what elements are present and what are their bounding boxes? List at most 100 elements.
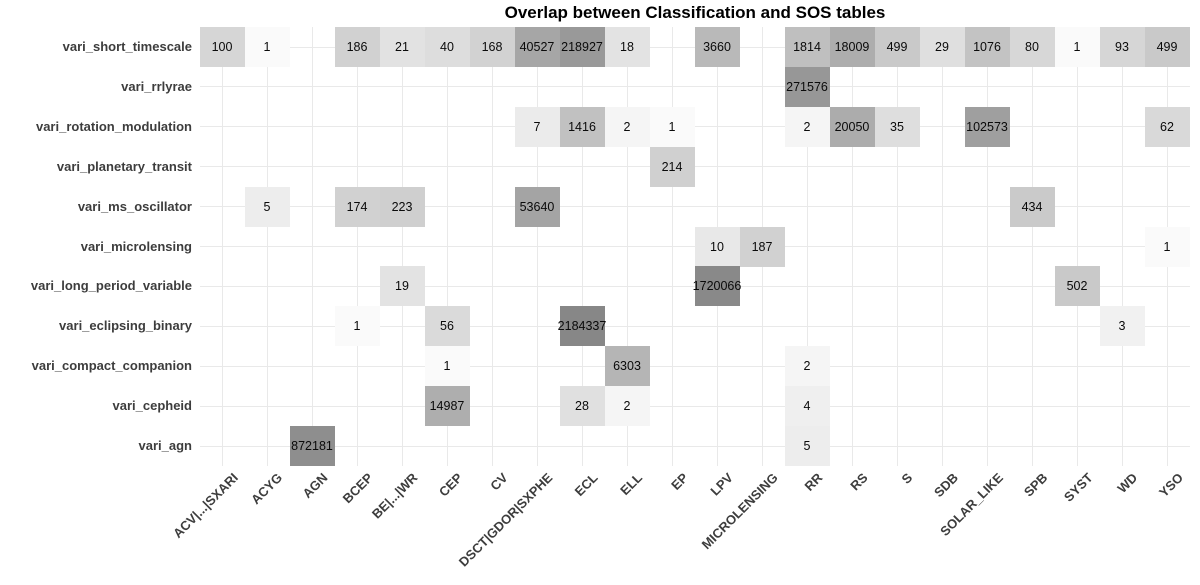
y-axis-label: vari_short_timescale bbox=[62, 39, 192, 54]
heatmap-cell: 218927 bbox=[559, 27, 605, 67]
heatmap-cell: 1720066 bbox=[692, 266, 742, 307]
cell-value: 1 bbox=[1073, 40, 1081, 54]
cell-value: 35 bbox=[890, 119, 904, 134]
cell-value: 6303 bbox=[613, 359, 641, 374]
cell-value: 2 bbox=[623, 119, 631, 134]
grid-line-horizontal bbox=[199, 126, 1190, 128]
heatmap-cell: 6303 bbox=[604, 346, 650, 387]
cell-value: 100 bbox=[211, 40, 233, 54]
x-axis-label: YSO bbox=[1155, 470, 1186, 501]
heatmap-cell: 19 bbox=[379, 266, 425, 307]
cell-value: 102573 bbox=[966, 119, 1008, 134]
heatmap-cell: 1076 bbox=[964, 27, 1010, 67]
x-axis-label: SPB bbox=[1021, 470, 1051, 500]
cell-value: 1 bbox=[263, 40, 271, 54]
x-axis-label: EP bbox=[667, 470, 691, 493]
cell-value: 14987 bbox=[429, 399, 465, 414]
cell-value: 53640 bbox=[519, 199, 555, 214]
x-axis-label: SDB bbox=[930, 470, 961, 501]
heatmap-cell: 2 bbox=[784, 106, 830, 147]
y-axis-label: vari_planetary_transit bbox=[56, 158, 192, 174]
x-axis-label: MICROLENSING bbox=[698, 470, 781, 553]
cell-value: 1 bbox=[1163, 239, 1171, 254]
x-axis-label: ELL bbox=[617, 470, 646, 498]
x-axis-label: LPV bbox=[707, 470, 736, 499]
x-axis-label: CV bbox=[487, 470, 511, 494]
x-axis-label: SYST bbox=[1060, 470, 1096, 505]
heatmap-cell: 18009 bbox=[829, 27, 875, 67]
heatmap-cell: 80 bbox=[1009, 27, 1055, 67]
cell-value: 2 bbox=[803, 119, 811, 134]
cell-value: 80 bbox=[1025, 40, 1039, 54]
cell-value: 502 bbox=[1066, 279, 1088, 294]
cell-value: 62 bbox=[1160, 119, 1174, 134]
heatmap-cell: 1 bbox=[334, 306, 380, 347]
y-axis-label: vari_agn bbox=[138, 438, 192, 453]
y-axis-label: vari_compact_companion bbox=[31, 358, 192, 374]
x-axis-label: S bbox=[898, 470, 916, 487]
cell-value: 499 bbox=[886, 40, 908, 54]
cell-value: 2184337 bbox=[557, 319, 607, 334]
heatmap-cell: 174 bbox=[334, 186, 380, 227]
heatmap-cell: 102573 bbox=[964, 106, 1010, 147]
cell-value: 218927 bbox=[561, 40, 603, 54]
cell-value: 20050 bbox=[834, 119, 870, 134]
x-axis-label: ECL bbox=[571, 470, 601, 499]
cell-value: 271576 bbox=[786, 79, 828, 94]
heatmap-cell: 100 bbox=[199, 27, 245, 67]
heatmap-cell: 56 bbox=[424, 306, 470, 347]
grid-line-horizontal bbox=[199, 325, 1190, 327]
heatmap-cell: 499 bbox=[874, 27, 920, 67]
cell-value: 3 bbox=[1118, 319, 1126, 334]
heatmap-cell: 7 bbox=[514, 106, 560, 147]
grid-line-horizontal bbox=[199, 445, 1190, 447]
heatmap-cell: 186 bbox=[334, 27, 380, 67]
cell-value: 40 bbox=[440, 40, 454, 54]
heatmap-cell: 502 bbox=[1054, 266, 1100, 307]
cell-value: 1416 bbox=[568, 119, 596, 134]
cell-value: 10 bbox=[710, 239, 724, 254]
heatmap-cell: 2 bbox=[604, 386, 650, 427]
x-axis-label: AGN bbox=[299, 470, 331, 502]
cell-value: 434 bbox=[1021, 199, 1043, 214]
heatmap-cell: 872181 bbox=[289, 426, 335, 466]
y-axis-label: vari_rotation_modulation bbox=[35, 118, 192, 134]
cell-value: 1814 bbox=[793, 40, 821, 54]
y-axis-label: vari_ms_oscillator bbox=[77, 198, 192, 214]
heatmap-cell: 5 bbox=[784, 426, 830, 466]
cell-value: 19 bbox=[395, 279, 409, 294]
grid-line-horizontal bbox=[199, 405, 1190, 407]
y-axis-label: vari_microlensing bbox=[80, 238, 192, 254]
x-axis-label: BCEP bbox=[339, 470, 376, 507]
heatmap-cell: 93 bbox=[1099, 27, 1145, 67]
heatmap-cell: 53640 bbox=[514, 186, 560, 227]
x-axis-label: RR bbox=[801, 470, 826, 494]
cell-value: 223 bbox=[391, 199, 413, 214]
cell-value: 1 bbox=[353, 319, 361, 334]
y-axis-label: vari_eclipsing_binary bbox=[59, 318, 192, 334]
cell-value: 187 bbox=[751, 239, 773, 254]
cell-value: 29 bbox=[935, 40, 949, 54]
heatmap-cell: 40 bbox=[424, 27, 470, 67]
cell-value: 18 bbox=[620, 40, 634, 54]
cell-value: 3660 bbox=[703, 40, 731, 54]
cell-value: 18009 bbox=[834, 40, 870, 54]
cell-value: 186 bbox=[346, 40, 368, 54]
heatmap-cell: 2 bbox=[604, 106, 650, 147]
heatmap-cell: 5 bbox=[244, 186, 290, 227]
heatmap-cell: 18 bbox=[604, 27, 650, 67]
cell-value: 56 bbox=[440, 319, 454, 334]
y-axis-label: vari_cepheid bbox=[112, 398, 193, 414]
heatmap-cell: 3 bbox=[1099, 306, 1145, 347]
x-axis-label: CEP bbox=[436, 470, 466, 500]
x-axis-label: RS bbox=[847, 470, 871, 494]
heatmap-cell: 1 bbox=[649, 106, 695, 147]
cell-value: 2 bbox=[803, 359, 811, 374]
heatmap-cell: 3660 bbox=[694, 27, 740, 67]
heatmap-cell: 14987 bbox=[424, 386, 470, 427]
heatmap-cell: 434 bbox=[1009, 186, 1055, 227]
cell-value: 1720066 bbox=[692, 279, 742, 294]
cell-value: 93 bbox=[1115, 40, 1129, 54]
y-axis-label: vari_rrlyrae bbox=[121, 78, 192, 94]
cell-value: 40527 bbox=[519, 40, 555, 54]
